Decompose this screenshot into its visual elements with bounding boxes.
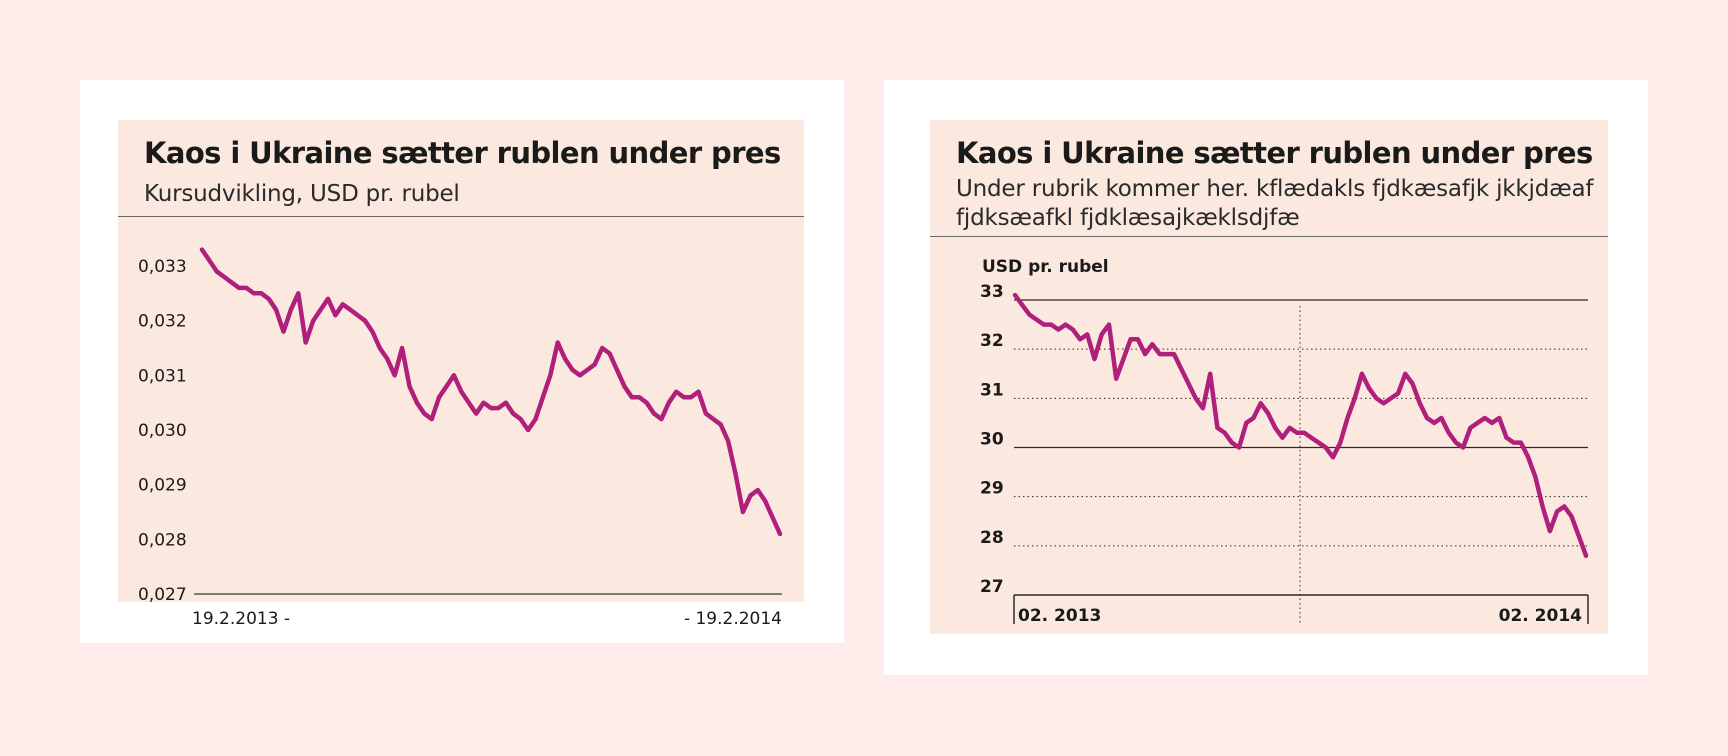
y-tick-label: 0,032	[138, 312, 187, 332]
y-tick-label: 30	[980, 430, 1004, 450]
chart-subtitle: Under rubrik kommer her. kflædakls fjdkæ…	[956, 176, 1594, 231]
header-divider	[118, 216, 804, 217]
chart-title: Kaos i Ukraine sætter rublen under pres	[956, 136, 1593, 170]
chart-subtitle: Kursudvikling, USD pr. rubel	[144, 181, 460, 207]
header-divider	[930, 236, 1608, 237]
y-tick-label: 0,028	[138, 530, 187, 550]
chart-card-2: Kaos i Ukraine sætter rublen under pres …	[884, 80, 1648, 675]
y-tick-label: 33	[980, 282, 1004, 302]
y-tick-label: 29	[980, 479, 1004, 499]
chart-panel-2: Kaos i Ukraine sætter rublen under pres …	[930, 120, 1608, 634]
y-tick-label: 32	[980, 331, 1004, 351]
rate-series-line	[1012, 292, 1589, 558]
chart-card-1: Kaos i Ukraine sætter rublen under pres …	[80, 80, 844, 643]
rate-series-line	[199, 247, 783, 537]
y-tick-label: 0,030	[138, 421, 187, 441]
chart-panel-1: Kaos i Ukraine sætter rublen under pres …	[118, 120, 804, 629]
y-tick-label: 0,027	[138, 585, 187, 605]
x-start-label: 02. 2013	[1018, 606, 1101, 626]
y-axis-title: USD pr. rubel	[982, 257, 1109, 277]
y-tick-label: 27	[980, 577, 1004, 597]
y-tick-label: 28	[980, 528, 1004, 548]
x-start-label: 19.2.2013 -	[192, 609, 290, 629]
y-tick-label: 0,031	[138, 366, 187, 386]
x-end-label: - 19.2.2014	[684, 609, 782, 629]
line-chart-2: USD pr. rubel 33 32 31 30 29 28 27 02. 2013 02. 2…	[980, 257, 1589, 626]
line-chart-1: 0,033 0,032 0,031 0,030 0,029 0,028 0,02719.2.…	[138, 247, 783, 629]
x-end-label: 02. 2014	[1499, 606, 1583, 626]
y-tick-label: 0,033	[138, 257, 187, 277]
y-tick-label: 0,029	[138, 476, 187, 496]
y-tick-label: 31	[980, 380, 1004, 400]
chart-title: Kaos i Ukraine sætter rublen under pres	[144, 136, 781, 170]
